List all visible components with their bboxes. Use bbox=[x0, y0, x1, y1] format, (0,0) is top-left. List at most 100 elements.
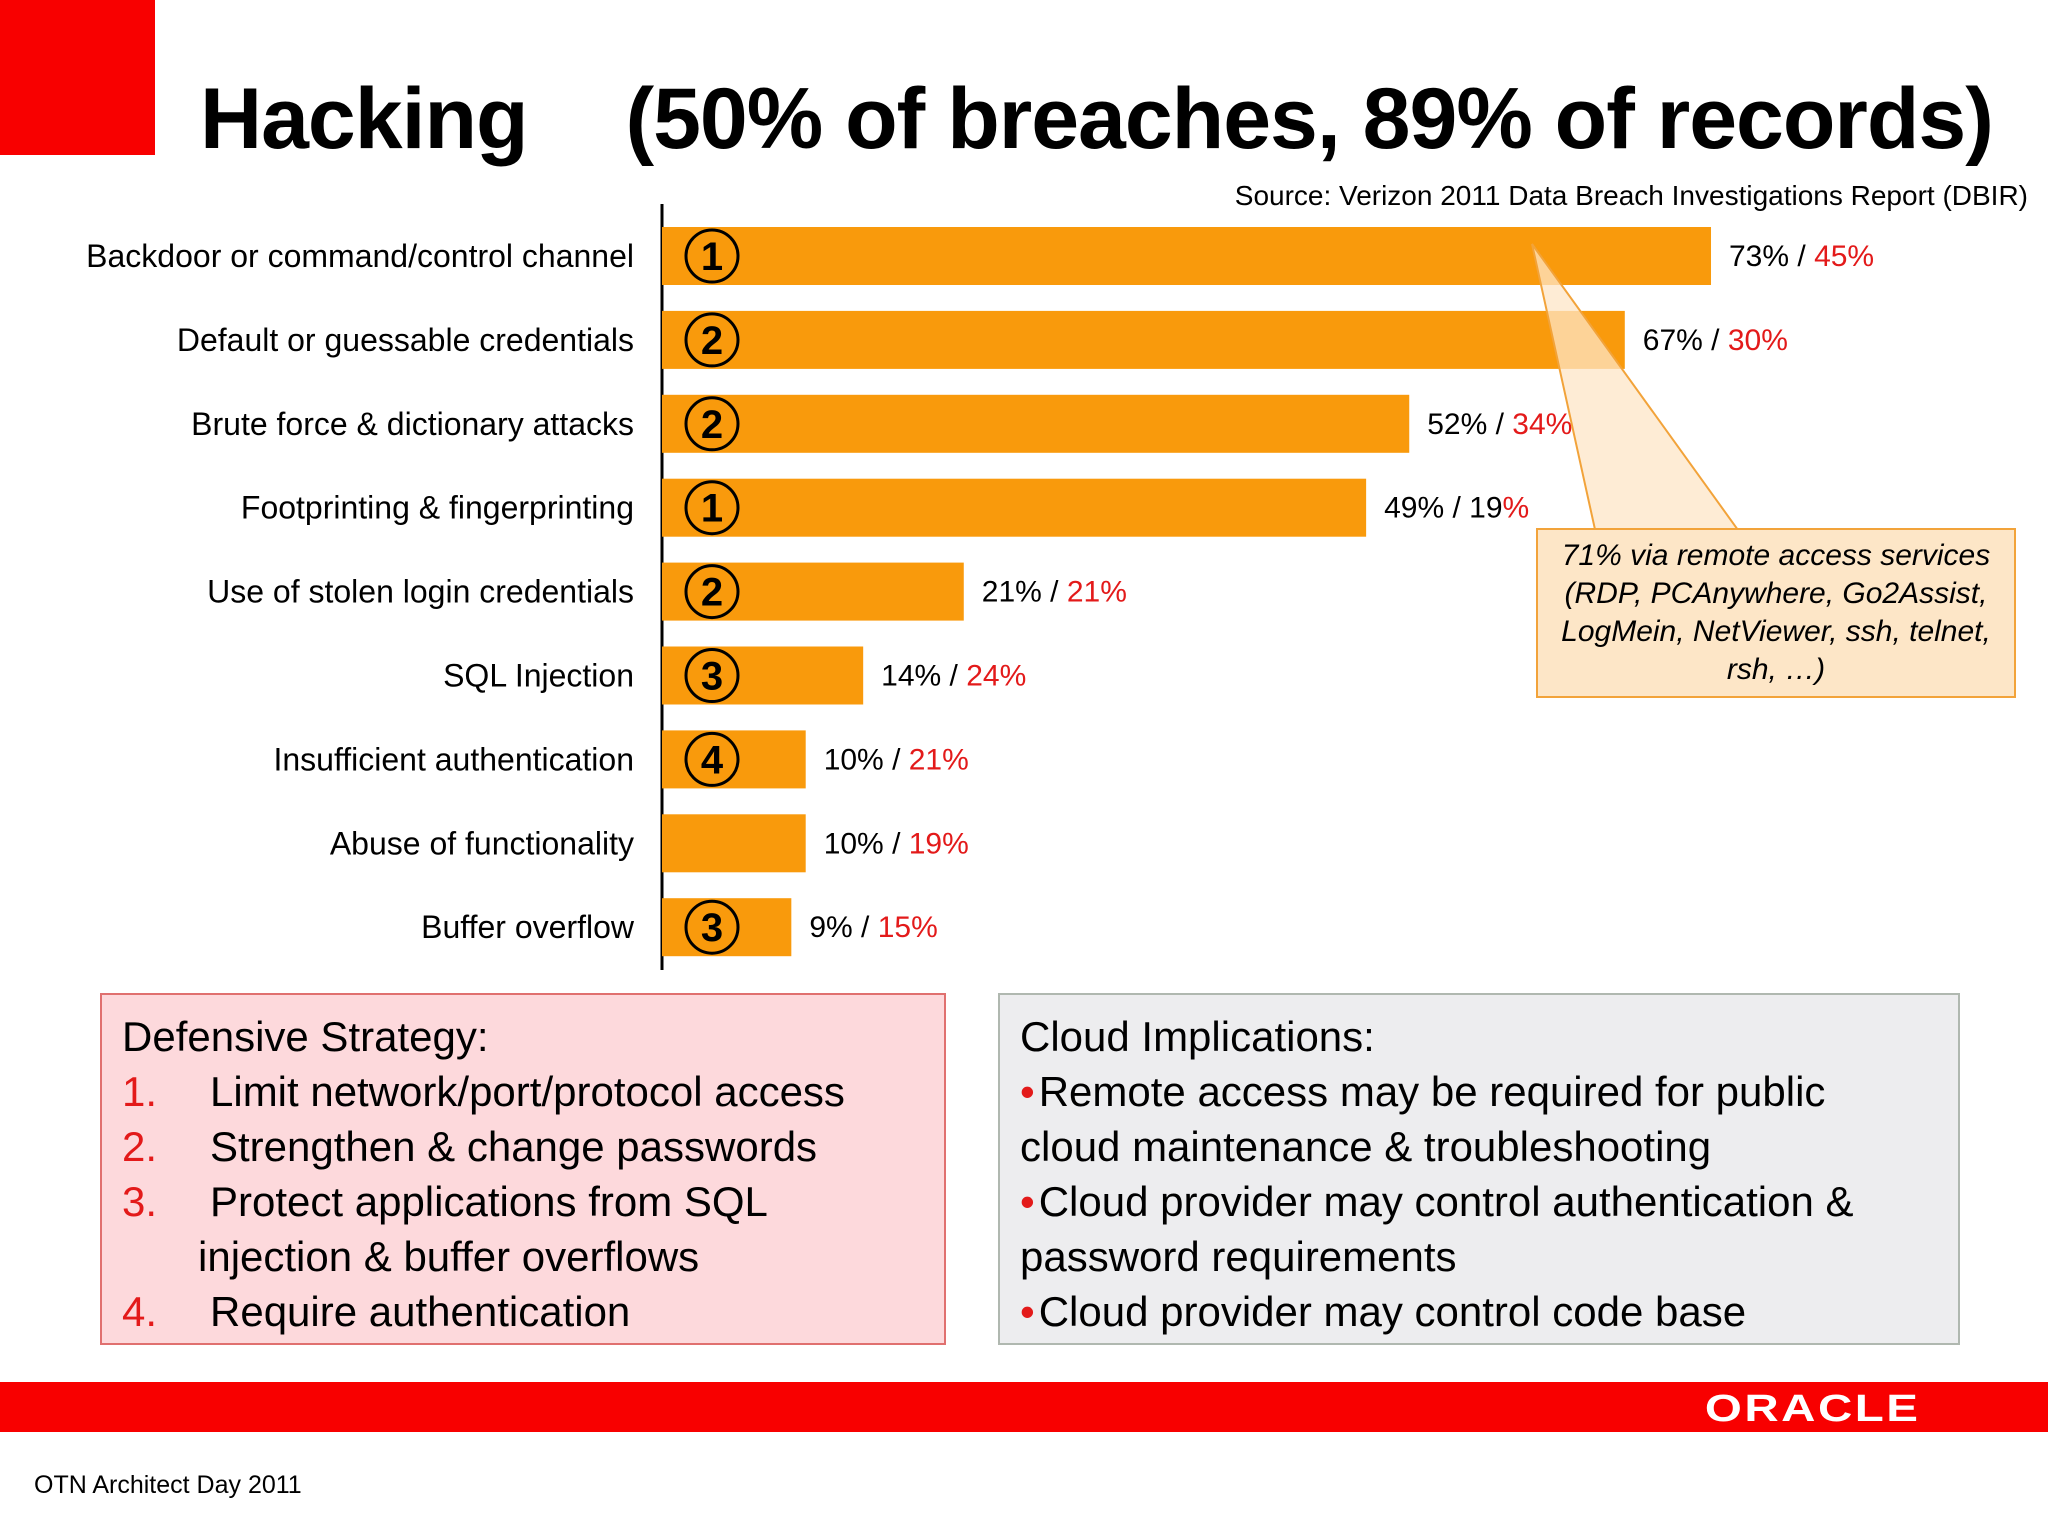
item-text-continued: password requirements bbox=[1020, 1233, 1457, 1280]
rank-number: 1 bbox=[701, 487, 723, 531]
defensive-heading: Defensive Strategy: bbox=[122, 1013, 489, 1060]
title-subtitle: (50% of breaches, 89% of records) bbox=[625, 71, 1993, 167]
records-value: 30% bbox=[1728, 324, 1788, 357]
item-text: Remote access may be required for public bbox=[1038, 1068, 1826, 1115]
callout-text: 71% via remote access services (RDP, PCA… bbox=[1561, 539, 1991, 686]
records-value: 24% bbox=[966, 660, 1026, 693]
defensive-item: 3. Protect applications from SQL injecti… bbox=[122, 1174, 924, 1284]
defensive-item: 1. Limit network/port/protocol access bbox=[122, 1064, 924, 1119]
bar-chart: Backdoor or command/control channel 1 73% … bbox=[86, 204, 1874, 970]
item-text: Limit network/port/protocol access bbox=[210, 1068, 845, 1115]
rank-number: 3 bbox=[701, 906, 723, 950]
value-label: 73% / 45% bbox=[1729, 240, 1874, 273]
item-text: Strengthen & change passwords bbox=[210, 1123, 818, 1170]
breach-value: 52% / bbox=[1427, 408, 1512, 441]
value-label: 9% / 15% bbox=[809, 911, 937, 944]
item-text: Require authentication bbox=[210, 1288, 631, 1335]
item-text: Cloud provider may control code base bbox=[1038, 1288, 1747, 1335]
value-label: 67% / 30% bbox=[1643, 324, 1788, 357]
records-value: 45% bbox=[1814, 240, 1874, 273]
item-number: 2. bbox=[122, 1123, 158, 1170]
records-value: % bbox=[1503, 492, 1530, 525]
rank-number: 4 bbox=[701, 738, 724, 782]
value-label: 10% / 21% bbox=[824, 743, 969, 776]
rank-circle-icon bbox=[684, 899, 740, 955]
defensive-item: 4. Require authentication bbox=[122, 1284, 924, 1339]
bar bbox=[662, 646, 864, 705]
rank-number: 2 bbox=[701, 571, 723, 615]
cloud-item: •Cloud provider may control code base bbox=[1020, 1284, 1938, 1339]
bullet-icon: • bbox=[1020, 1288, 1035, 1335]
category-label: Footprinting & fingerprinting bbox=[241, 490, 634, 526]
bar bbox=[662, 730, 806, 789]
remote-access-callout: 71% via remote access services (RDP, PCA… bbox=[1536, 528, 2016, 698]
item-text-continued: injection & buffer overflows bbox=[198, 1233, 700, 1280]
rank-circle-icon bbox=[684, 480, 740, 536]
breach-value: 14% / bbox=[881, 660, 966, 693]
item-text: Cloud provider may control authenticatio… bbox=[1038, 1178, 1854, 1225]
value-label: 21% / 21% bbox=[982, 576, 1127, 609]
breach-value: 10% / bbox=[824, 827, 909, 860]
category-label: Brute force & dictionary attacks bbox=[191, 406, 634, 442]
rank-circle-icon bbox=[684, 396, 740, 452]
bar bbox=[662, 310, 1625, 369]
source-citation: Source: Verizon 2011 Data Breach Investi… bbox=[1234, 180, 2028, 211]
item-text: Protect applications from SQL bbox=[210, 1178, 768, 1225]
item-number: 4. bbox=[122, 1288, 158, 1335]
cloud-item: •Cloud provider may control authenticati… bbox=[1020, 1174, 1938, 1284]
category-label: Use of stolen login credentials bbox=[207, 574, 634, 610]
rank-number: 3 bbox=[701, 655, 723, 699]
rank-number: 2 bbox=[701, 319, 723, 363]
bar bbox=[662, 898, 792, 957]
cloud-item: •Remote access may be required for publi… bbox=[1020, 1064, 1938, 1174]
rank-circle-icon bbox=[684, 564, 740, 620]
breach-value: 9% / bbox=[809, 911, 877, 944]
corner-accent-block bbox=[0, 0, 155, 155]
breach-value: 67% / bbox=[1643, 324, 1728, 357]
category-label: Backdoor or command/control channel bbox=[86, 238, 634, 274]
bullet-icon: • bbox=[1020, 1068, 1035, 1115]
rank-circle-icon bbox=[684, 648, 740, 703]
rank-number: 2 bbox=[701, 403, 723, 447]
breach-value: 21% / bbox=[982, 576, 1067, 609]
records-value: 21% bbox=[909, 743, 969, 776]
oracle-logo: ORACLE bbox=[1704, 1388, 1920, 1430]
rank-number: 1 bbox=[701, 235, 723, 279]
category-label: SQL Injection bbox=[443, 658, 634, 694]
records-value: 34% bbox=[1512, 408, 1572, 441]
rank-circle-icon bbox=[684, 312, 740, 368]
title-main: Hacking bbox=[200, 71, 529, 167]
breach-value: 10% / bbox=[824, 743, 909, 776]
bar bbox=[662, 562, 964, 621]
defensive-item: 2. Strengthen & change passwords bbox=[122, 1119, 924, 1174]
category-label: Default or guessable credentials bbox=[177, 322, 634, 358]
bar bbox=[662, 394, 1410, 453]
defensive-strategy-box: Defensive Strategy: 1. Limit network/por… bbox=[100, 993, 946, 1345]
value-label: 52% / 34% bbox=[1427, 408, 1572, 441]
slide-title: Hacking (50% of breaches, 89% of records… bbox=[200, 70, 1994, 169]
cloud-implications-box: Cloud Implications: •Remote access may b… bbox=[998, 993, 1960, 1345]
item-number: 1. bbox=[122, 1068, 158, 1115]
footer-event-text: OTN Architect Day 2011 bbox=[34, 1471, 302, 1499]
records-value: 21% bbox=[1067, 576, 1127, 609]
value-label: 49% / 19% bbox=[1384, 492, 1529, 525]
callout-pointer bbox=[1531, 243, 1740, 536]
breach-value: 73% / bbox=[1729, 240, 1814, 273]
category-label: Abuse of functionality bbox=[330, 825, 634, 861]
breach-value: 49% / 19 bbox=[1384, 492, 1502, 525]
rank-circle-icon bbox=[684, 228, 740, 284]
category-label: Buffer overflow bbox=[421, 909, 635, 945]
records-value: 15% bbox=[878, 911, 938, 944]
item-text-continued: cloud maintenance & troubleshooting bbox=[1020, 1123, 1712, 1170]
records-value: 19% bbox=[909, 827, 969, 860]
value-label: 14% / 24% bbox=[881, 660, 1026, 693]
value-label: 10% / 19% bbox=[824, 827, 969, 860]
bar bbox=[662, 814, 806, 873]
footer-bar bbox=[0, 1382, 2048, 1432]
item-number: 3. bbox=[122, 1178, 158, 1225]
category-label: Insufficient authentication bbox=[273, 741, 634, 777]
bar bbox=[662, 478, 1367, 537]
bullet-icon: • bbox=[1020, 1178, 1035, 1225]
rank-circle-icon bbox=[684, 731, 740, 787]
cloud-heading: Cloud Implications: bbox=[1020, 1013, 1375, 1060]
